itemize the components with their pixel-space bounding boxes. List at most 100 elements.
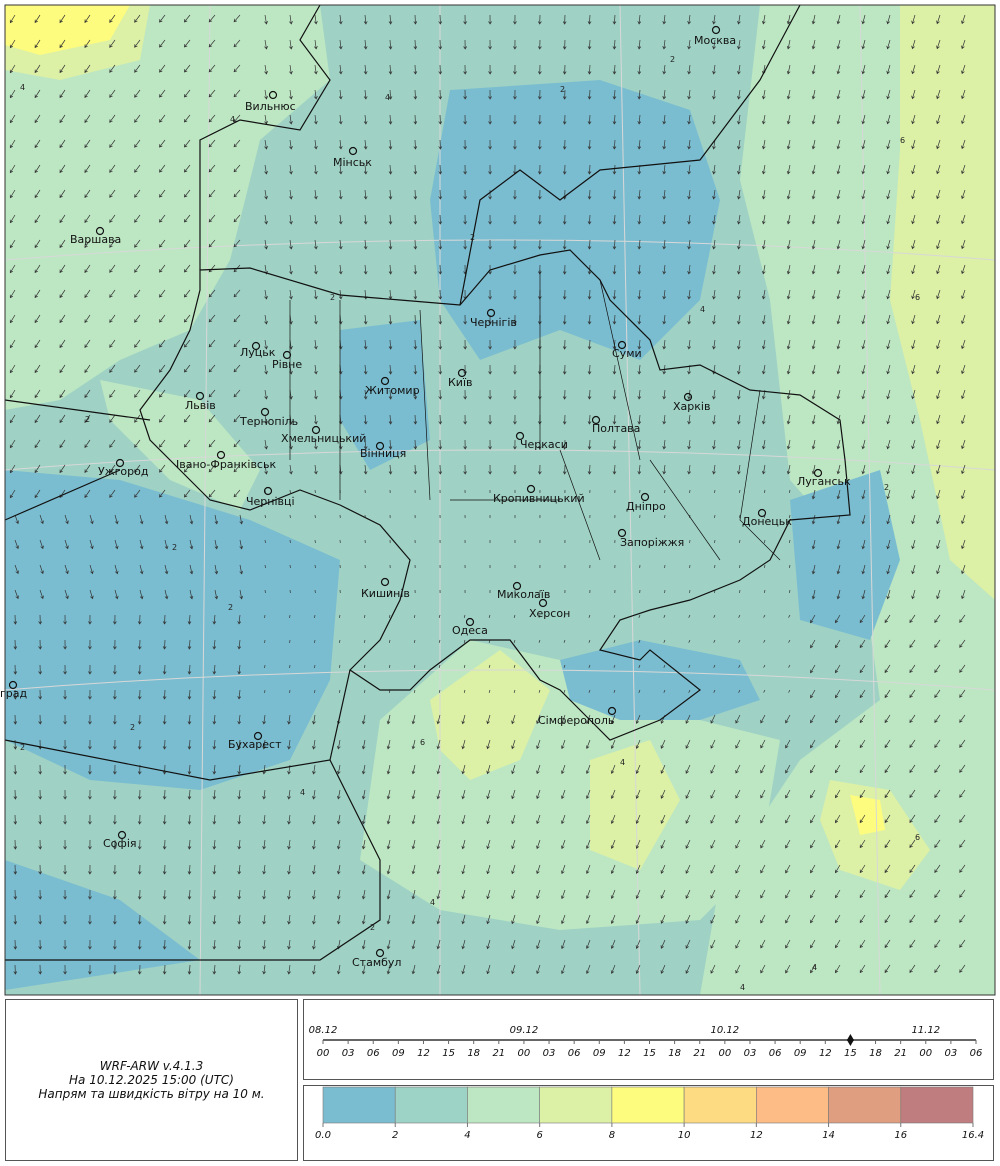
city-label: Дніпро	[626, 500, 666, 513]
field-low	[5, 860, 200, 990]
contour-label: 2	[85, 415, 90, 424]
country-border	[4, 399, 381, 961]
city-label: Стамбул	[352, 956, 401, 969]
city-label: Харків	[673, 400, 710, 413]
city-label: Рівне	[272, 358, 302, 371]
legend-label: 2	[392, 1130, 398, 1141]
city-label: Вильнюс	[245, 100, 296, 113]
contour-label: 2	[228, 603, 233, 612]
hour-label: 12	[417, 1048, 430, 1059]
hour-label: 09	[593, 1048, 606, 1059]
legend-swatch	[828, 1086, 902, 1124]
city-label: Суми	[612, 347, 642, 360]
legend-swatch	[756, 1086, 829, 1124]
hour-label: 00	[718, 1048, 731, 1059]
city-marker	[263, 486, 273, 496]
contour-label: 4	[620, 758, 625, 767]
hour-label: 15	[844, 1048, 857, 1059]
contour-label: 2	[560, 85, 565, 94]
contour-label: 2	[370, 923, 375, 932]
city-marker	[512, 581, 522, 591]
info-panel: WRF-ARW v.4.1.3 На 10.12.2025 15:00 (UTC…	[5, 999, 298, 1161]
city-marker	[515, 431, 525, 441]
graticule-line	[4, 239, 996, 261]
city-label: Мінськ	[333, 156, 372, 169]
city-marker	[683, 392, 693, 402]
field-mid	[890, 5, 995, 600]
hour-label: 03	[342, 1048, 355, 1059]
city-label: Софія	[103, 837, 137, 850]
hour-label: 21	[894, 1048, 907, 1059]
country-border	[199, 4, 801, 306]
city-marker	[251, 341, 261, 351]
hour-label: 21	[693, 1048, 706, 1059]
city-marker	[465, 617, 475, 627]
borders	[4, 4, 851, 961]
city-marker	[348, 146, 358, 156]
field-low	[5, 470, 340, 790]
hour-label: 00	[518, 1048, 531, 1059]
city-label: Луганськ	[797, 475, 851, 488]
field-high	[5, 5, 130, 55]
model-label: WRF-ARW v.4.1.3	[99, 1059, 204, 1073]
contour-label: 6	[900, 136, 905, 145]
contour-label: 6	[420, 738, 425, 747]
city-marker	[380, 376, 390, 386]
field-low	[430, 80, 720, 360]
city-marker	[457, 368, 467, 378]
city-marker	[617, 340, 627, 350]
hour-label: 03	[543, 1048, 556, 1059]
field-low	[790, 470, 900, 640]
city-marker	[757, 508, 767, 518]
hour-label: 12	[819, 1048, 832, 1059]
hour-label: 06	[769, 1048, 782, 1059]
hour-label: 21	[492, 1048, 505, 1059]
city-marker	[311, 425, 321, 435]
city-label: Житомир	[365, 384, 420, 397]
cities: Москва Вильнюс Мінськ Варшава Чернігів Суми Лу…	[0, 25, 851, 969]
contour-label: 4	[20, 83, 25, 92]
region-border	[289, 270, 781, 561]
city-label: Кишинів	[361, 587, 410, 600]
legend-label: 8	[609, 1130, 615, 1141]
city-label: Київ	[448, 376, 473, 389]
graticule-line	[4, 669, 996, 691]
field-low	[560, 640, 760, 720]
contour-label: 4	[812, 963, 817, 972]
legend-label: 16	[894, 1130, 907, 1141]
legend-label: 10	[678, 1130, 691, 1141]
city-marker	[617, 528, 627, 538]
description-label: Напрям та швидкість вітру на 10 м.	[38, 1087, 265, 1101]
city-label: Кропивницький	[493, 492, 585, 505]
contour-label: 4	[230, 115, 235, 124]
map: 4 4 2 4 2 6 2 4 2 2 2 2 2 4 6 6 4 2 4 2 4 6 4 2 Москва Вильнюс Мі…	[0, 4, 996, 996]
city-marker	[538, 598, 548, 608]
city-label: Варшава	[70, 233, 121, 246]
city-label: Бухарест	[228, 738, 282, 751]
city-label: Одеса	[452, 624, 488, 637]
field-mid	[820, 780, 930, 890]
city-label: Сімферополь	[538, 714, 614, 727]
contour-label: 4	[430, 898, 435, 907]
field-light	[5, 5, 330, 410]
contour-label: 2	[172, 543, 177, 552]
city-marker	[216, 450, 226, 460]
wind-arrows	[9, 14, 966, 975]
city-label: град	[0, 687, 28, 700]
city-label: Ужгород	[98, 465, 149, 478]
city-label: Москва	[694, 34, 736, 47]
hour-label: 15	[643, 1048, 656, 1059]
hour-label: 18	[668, 1048, 681, 1059]
hour-label: 09	[794, 1048, 807, 1059]
city-label: Вінниця	[360, 447, 406, 460]
legend-panel: 0.0 2 4 6 8 10 12 14 16 16.4	[303, 1085, 994, 1161]
hour-label: 12	[618, 1048, 631, 1059]
hour-label: 09	[392, 1048, 405, 1059]
date-label: 09.12	[510, 1025, 539, 1036]
city-marker	[380, 577, 390, 587]
city-marker	[813, 468, 823, 478]
date-label: 11.12	[911, 1025, 940, 1036]
contour-label: 2	[670, 55, 675, 64]
hour-label: 06	[970, 1048, 983, 1059]
city-label: Івано-Франківськ	[176, 458, 276, 471]
